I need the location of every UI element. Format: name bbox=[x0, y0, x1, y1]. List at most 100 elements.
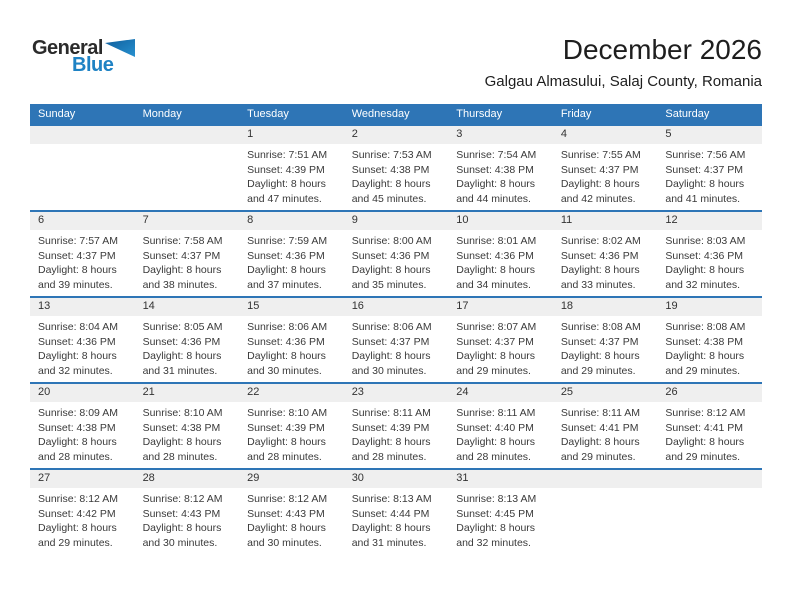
day-number: 6 bbox=[30, 212, 135, 230]
logo-text-general: General bbox=[32, 37, 103, 59]
sunset-text: Sunset: 4:37 PM bbox=[560, 335, 639, 348]
sunset-text: Sunset: 4:40 PM bbox=[456, 421, 534, 434]
sunset-text: Sunset: 4:39 PM bbox=[247, 163, 325, 176]
sunrise-text: Sunrise: 8:11 AM bbox=[456, 407, 536, 419]
calendar-body: 1 Sunrise: 7:51 AM Sunset: 4:39 PM Daylight… bbox=[30, 125, 762, 555]
sunrise-text: Sunrise: 8:07 AM bbox=[456, 321, 537, 333]
daylight-text: Daylight: 8 hours and 38 minutes. bbox=[142, 264, 222, 291]
day-cell: 26 Sunrise: 8:12 AM Sunset: 4:41 PM Dayligh… bbox=[657, 383, 762, 469]
day-cell: 28 Sunrise: 8:12 AM Sunset: 4:43 PM Dayligh… bbox=[134, 469, 240, 555]
daylight-text: Daylight: 8 hours and 29 minutes. bbox=[456, 350, 536, 377]
sunset-text: Sunset: 4:36 PM bbox=[351, 249, 430, 262]
daylight-text: Daylight: 8 hours and 41 minutes. bbox=[665, 178, 745, 205]
day-number: 2 bbox=[343, 126, 449, 144]
sunrise-text: Sunrise: 8:12 AM bbox=[142, 493, 223, 505]
sunrise-text: Sunrise: 7:57 AM bbox=[38, 235, 118, 247]
day-cell bbox=[657, 469, 762, 555]
sunrise-text: Sunrise: 8:08 AM bbox=[560, 321, 641, 333]
sunset-text: Sunset: 4:38 PM bbox=[142, 421, 221, 434]
sunrise-text: Sunrise: 7:51 AM bbox=[247, 149, 328, 161]
week-row: 13 Sunrise: 8:04 AM Sunset: 4:36 PM Dayligh… bbox=[30, 297, 762, 383]
sunset-text: Sunset: 4:37 PM bbox=[456, 335, 534, 348]
sunrise-text: Sunrise: 8:11 AM bbox=[560, 407, 640, 419]
day-cell: 5 Sunrise: 7:56 AM Sunset: 4:37 PM Daylight… bbox=[657, 125, 762, 211]
day-cell: 29 Sunrise: 8:12 AM Sunset: 4:43 PM Dayligh… bbox=[239, 469, 344, 555]
day-number: 22 bbox=[239, 384, 344, 402]
day-cell: 21 Sunrise: 8:10 AM Sunset: 4:38 PM Dayligh… bbox=[134, 383, 240, 469]
day-number: 12 bbox=[657, 212, 762, 230]
sunrise-text: Sunrise: 7:56 AM bbox=[665, 149, 746, 161]
sunrise-text: Sunrise: 8:03 AM bbox=[665, 235, 746, 247]
day-number: 10 bbox=[448, 212, 553, 230]
daylight-text: Daylight: 8 hours and 30 minutes. bbox=[247, 522, 326, 549]
logo-triangle-icon bbox=[104, 39, 135, 57]
day-cell: 1 Sunrise: 7:51 AM Sunset: 4:39 PM Daylight… bbox=[239, 125, 344, 211]
day-info: Sunrise: 7:54 AM Sunset: 4:38 PM Daylight:… bbox=[448, 144, 553, 206]
day-info: Sunrise: 8:11 AM Sunset: 4:40 PM Daylight:… bbox=[448, 402, 553, 464]
daylight-text: Daylight: 8 hours and 28 minutes. bbox=[456, 436, 536, 463]
day-number: 16 bbox=[343, 298, 449, 316]
day-number bbox=[134, 126, 240, 144]
daylight-text: Daylight: 8 hours and 35 minutes. bbox=[351, 264, 431, 291]
sunset-text: Sunset: 4:36 PM bbox=[665, 249, 744, 262]
general-blue-logo: General Blue bbox=[32, 38, 135, 75]
day-cell: 23 Sunrise: 8:11 AM Sunset: 4:39 PM Dayligh… bbox=[343, 383, 449, 469]
sunset-text: Sunset: 4:38 PM bbox=[665, 335, 744, 348]
daylight-text: Daylight: 8 hours and 28 minutes. bbox=[247, 436, 326, 463]
day-cell: 25 Sunrise: 8:11 AM Sunset: 4:41 PM Dayligh… bbox=[552, 383, 658, 469]
day-info: Sunrise: 8:09 AM Sunset: 4:38 PM Daylight:… bbox=[30, 402, 135, 464]
day-cell: 22 Sunrise: 8:10 AM Sunset: 4:39 PM Dayligh… bbox=[239, 383, 344, 469]
sunset-text: Sunset: 4:37 PM bbox=[38, 249, 116, 262]
day-number: 1 bbox=[239, 126, 344, 144]
daylight-text: Daylight: 8 hours and 32 minutes. bbox=[456, 522, 536, 549]
sunrise-text: Sunrise: 8:13 AM bbox=[456, 493, 537, 505]
day-number: 19 bbox=[657, 298, 762, 316]
day-cell bbox=[134, 125, 240, 211]
daylight-text: Daylight: 8 hours and 29 minutes. bbox=[560, 350, 640, 377]
day-cell bbox=[552, 469, 658, 555]
sunrise-text: Sunrise: 8:12 AM bbox=[38, 493, 118, 505]
day-info: Sunrise: 8:02 AM Sunset: 4:36 PM Daylight:… bbox=[553, 230, 658, 292]
day-info: Sunrise: 8:03 AM Sunset: 4:36 PM Daylight:… bbox=[657, 230, 762, 292]
location-subtitle: Galgau Almasului, Salaj County, Romania bbox=[484, 73, 762, 90]
daylight-text: Daylight: 8 hours and 28 minutes. bbox=[38, 436, 117, 463]
sunrise-text: Sunrise: 7:55 AM bbox=[560, 149, 641, 161]
day-number: 25 bbox=[552, 384, 658, 402]
daylight-text: Daylight: 8 hours and 39 minutes. bbox=[38, 264, 117, 291]
daylight-text: Daylight: 8 hours and 31 minutes. bbox=[142, 350, 222, 377]
day-number bbox=[30, 126, 135, 144]
daylight-text: Daylight: 8 hours and 44 minutes. bbox=[456, 178, 536, 205]
daylight-text: Daylight: 8 hours and 29 minutes. bbox=[560, 436, 640, 463]
sunset-text: Sunset: 4:43 PM bbox=[247, 507, 325, 520]
day-info bbox=[30, 144, 135, 148]
day-info bbox=[553, 488, 658, 492]
sunset-text: Sunset: 4:42 PM bbox=[38, 507, 116, 520]
sunset-text: Sunset: 4:38 PM bbox=[351, 163, 430, 176]
daylight-text: Daylight: 8 hours and 42 minutes. bbox=[560, 178, 640, 205]
day-cell: 20 Sunrise: 8:09 AM Sunset: 4:38 PM Dayligh… bbox=[30, 383, 135, 469]
sunrise-text: Sunrise: 8:13 AM bbox=[351, 493, 432, 505]
calendar-table: Sunday Monday Tuesday Wednesday Thursday… bbox=[30, 104, 762, 555]
day-number: 9 bbox=[343, 212, 449, 230]
sunset-text: Sunset: 4:39 PM bbox=[247, 421, 325, 434]
day-cell: 4 Sunrise: 7:55 AM Sunset: 4:37 PM Daylight… bbox=[552, 125, 658, 211]
weekday-friday: Friday bbox=[552, 104, 658, 125]
sunset-text: Sunset: 4:37 PM bbox=[142, 249, 221, 262]
day-cell: 19 Sunrise: 8:08 AM Sunset: 4:38 PM Dayligh… bbox=[657, 297, 762, 383]
logo-text-blue: Blue bbox=[72, 54, 114, 76]
day-info bbox=[135, 144, 240, 148]
sunrise-text: Sunrise: 8:05 AM bbox=[142, 321, 223, 333]
day-number: 21 bbox=[134, 384, 240, 402]
day-info: Sunrise: 7:53 AM Sunset: 4:38 PM Daylight:… bbox=[344, 144, 449, 206]
day-number: 20 bbox=[30, 384, 135, 402]
day-info: Sunrise: 8:00 AM Sunset: 4:36 PM Daylight:… bbox=[344, 230, 449, 292]
sunrise-text: Sunrise: 8:11 AM bbox=[351, 407, 431, 419]
sunset-text: Sunset: 4:37 PM bbox=[665, 163, 744, 176]
day-info bbox=[657, 488, 762, 492]
day-number bbox=[657, 470, 762, 488]
day-info: Sunrise: 8:12 AM Sunset: 4:43 PM Daylight:… bbox=[135, 488, 240, 550]
sunset-text: Sunset: 4:37 PM bbox=[351, 335, 430, 348]
day-info: Sunrise: 8:10 AM Sunset: 4:39 PM Daylight:… bbox=[239, 402, 344, 464]
day-cell: 27 Sunrise: 8:12 AM Sunset: 4:42 PM Dayligh… bbox=[30, 469, 135, 555]
sunset-text: Sunset: 4:36 PM bbox=[142, 335, 221, 348]
